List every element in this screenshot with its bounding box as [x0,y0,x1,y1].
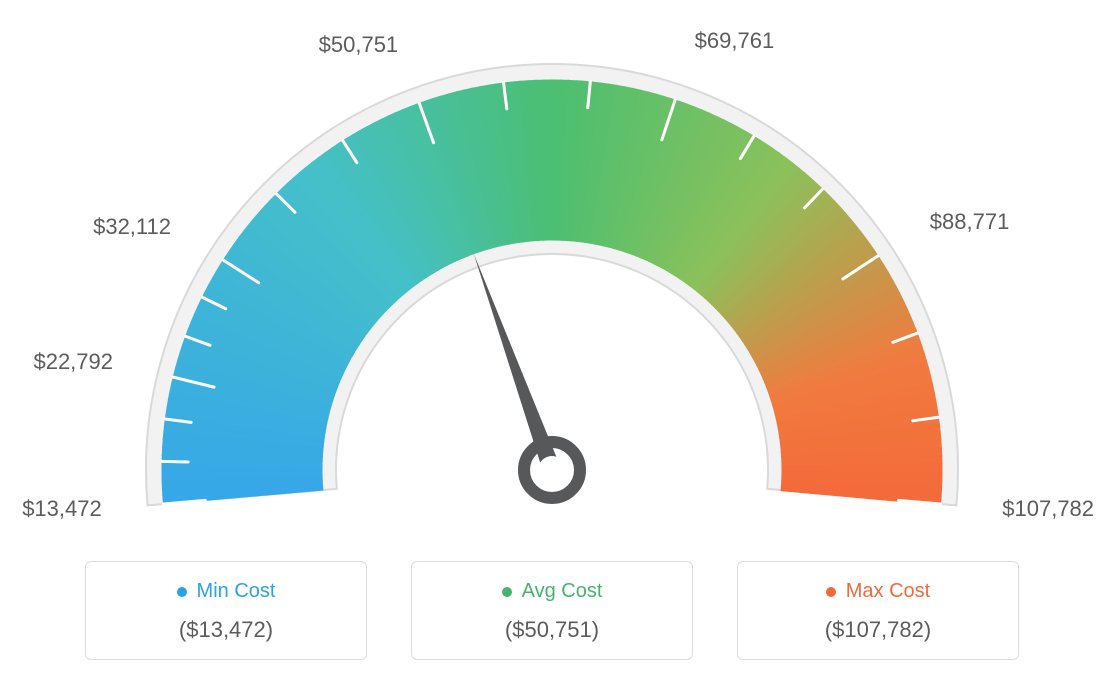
legend-value-avg: ($50,751) [422,617,682,643]
legend-dot-min [177,587,187,597]
legend-label-avg: Avg Cost [522,580,603,603]
cost-gauge-chart: $13,472 $22,792 $32,112 $50,751 $69,761 $88,7… [0,0,1104,690]
gauge-area: $13,472 $22,792 $32,112 $50,751 $69,761 $88,7… [0,0,1104,520]
legend-dot-avg [502,587,512,597]
gauge-tick-label: $13,472 [22,496,102,522]
gauge-tick-label: $32,112 [93,214,171,240]
gauge-tick-label: $50,751 [319,32,399,58]
legend-card-max: Max Cost ($107,782) [737,561,1019,660]
legend-label-max: Max Cost [846,580,930,603]
legend-card-avg: Avg Cost ($50,751) [411,561,693,660]
legend-row: Min Cost ($13,472) Avg Cost ($50,751) Ma… [0,561,1104,660]
gauge-tick-label: $69,761 [695,28,775,54]
gauge-tick-label: $107,782 [1002,496,1094,522]
legend-label-min: Min Cost [197,580,276,603]
gauge-tick-label: $22,792 [33,349,113,375]
gauge-svg [0,0,1104,520]
legend-title-avg: Avg Cost [502,580,603,603]
legend-title-min: Min Cost [177,580,276,603]
legend-dot-max [826,587,836,597]
legend-value-max: ($107,782) [748,617,1008,643]
legend-value-min: ($13,472) [96,617,356,643]
legend-title-max: Max Cost [826,580,930,603]
gauge-tick-label: $88,771 [930,209,1010,235]
legend-card-min: Min Cost ($13,472) [85,561,367,660]
